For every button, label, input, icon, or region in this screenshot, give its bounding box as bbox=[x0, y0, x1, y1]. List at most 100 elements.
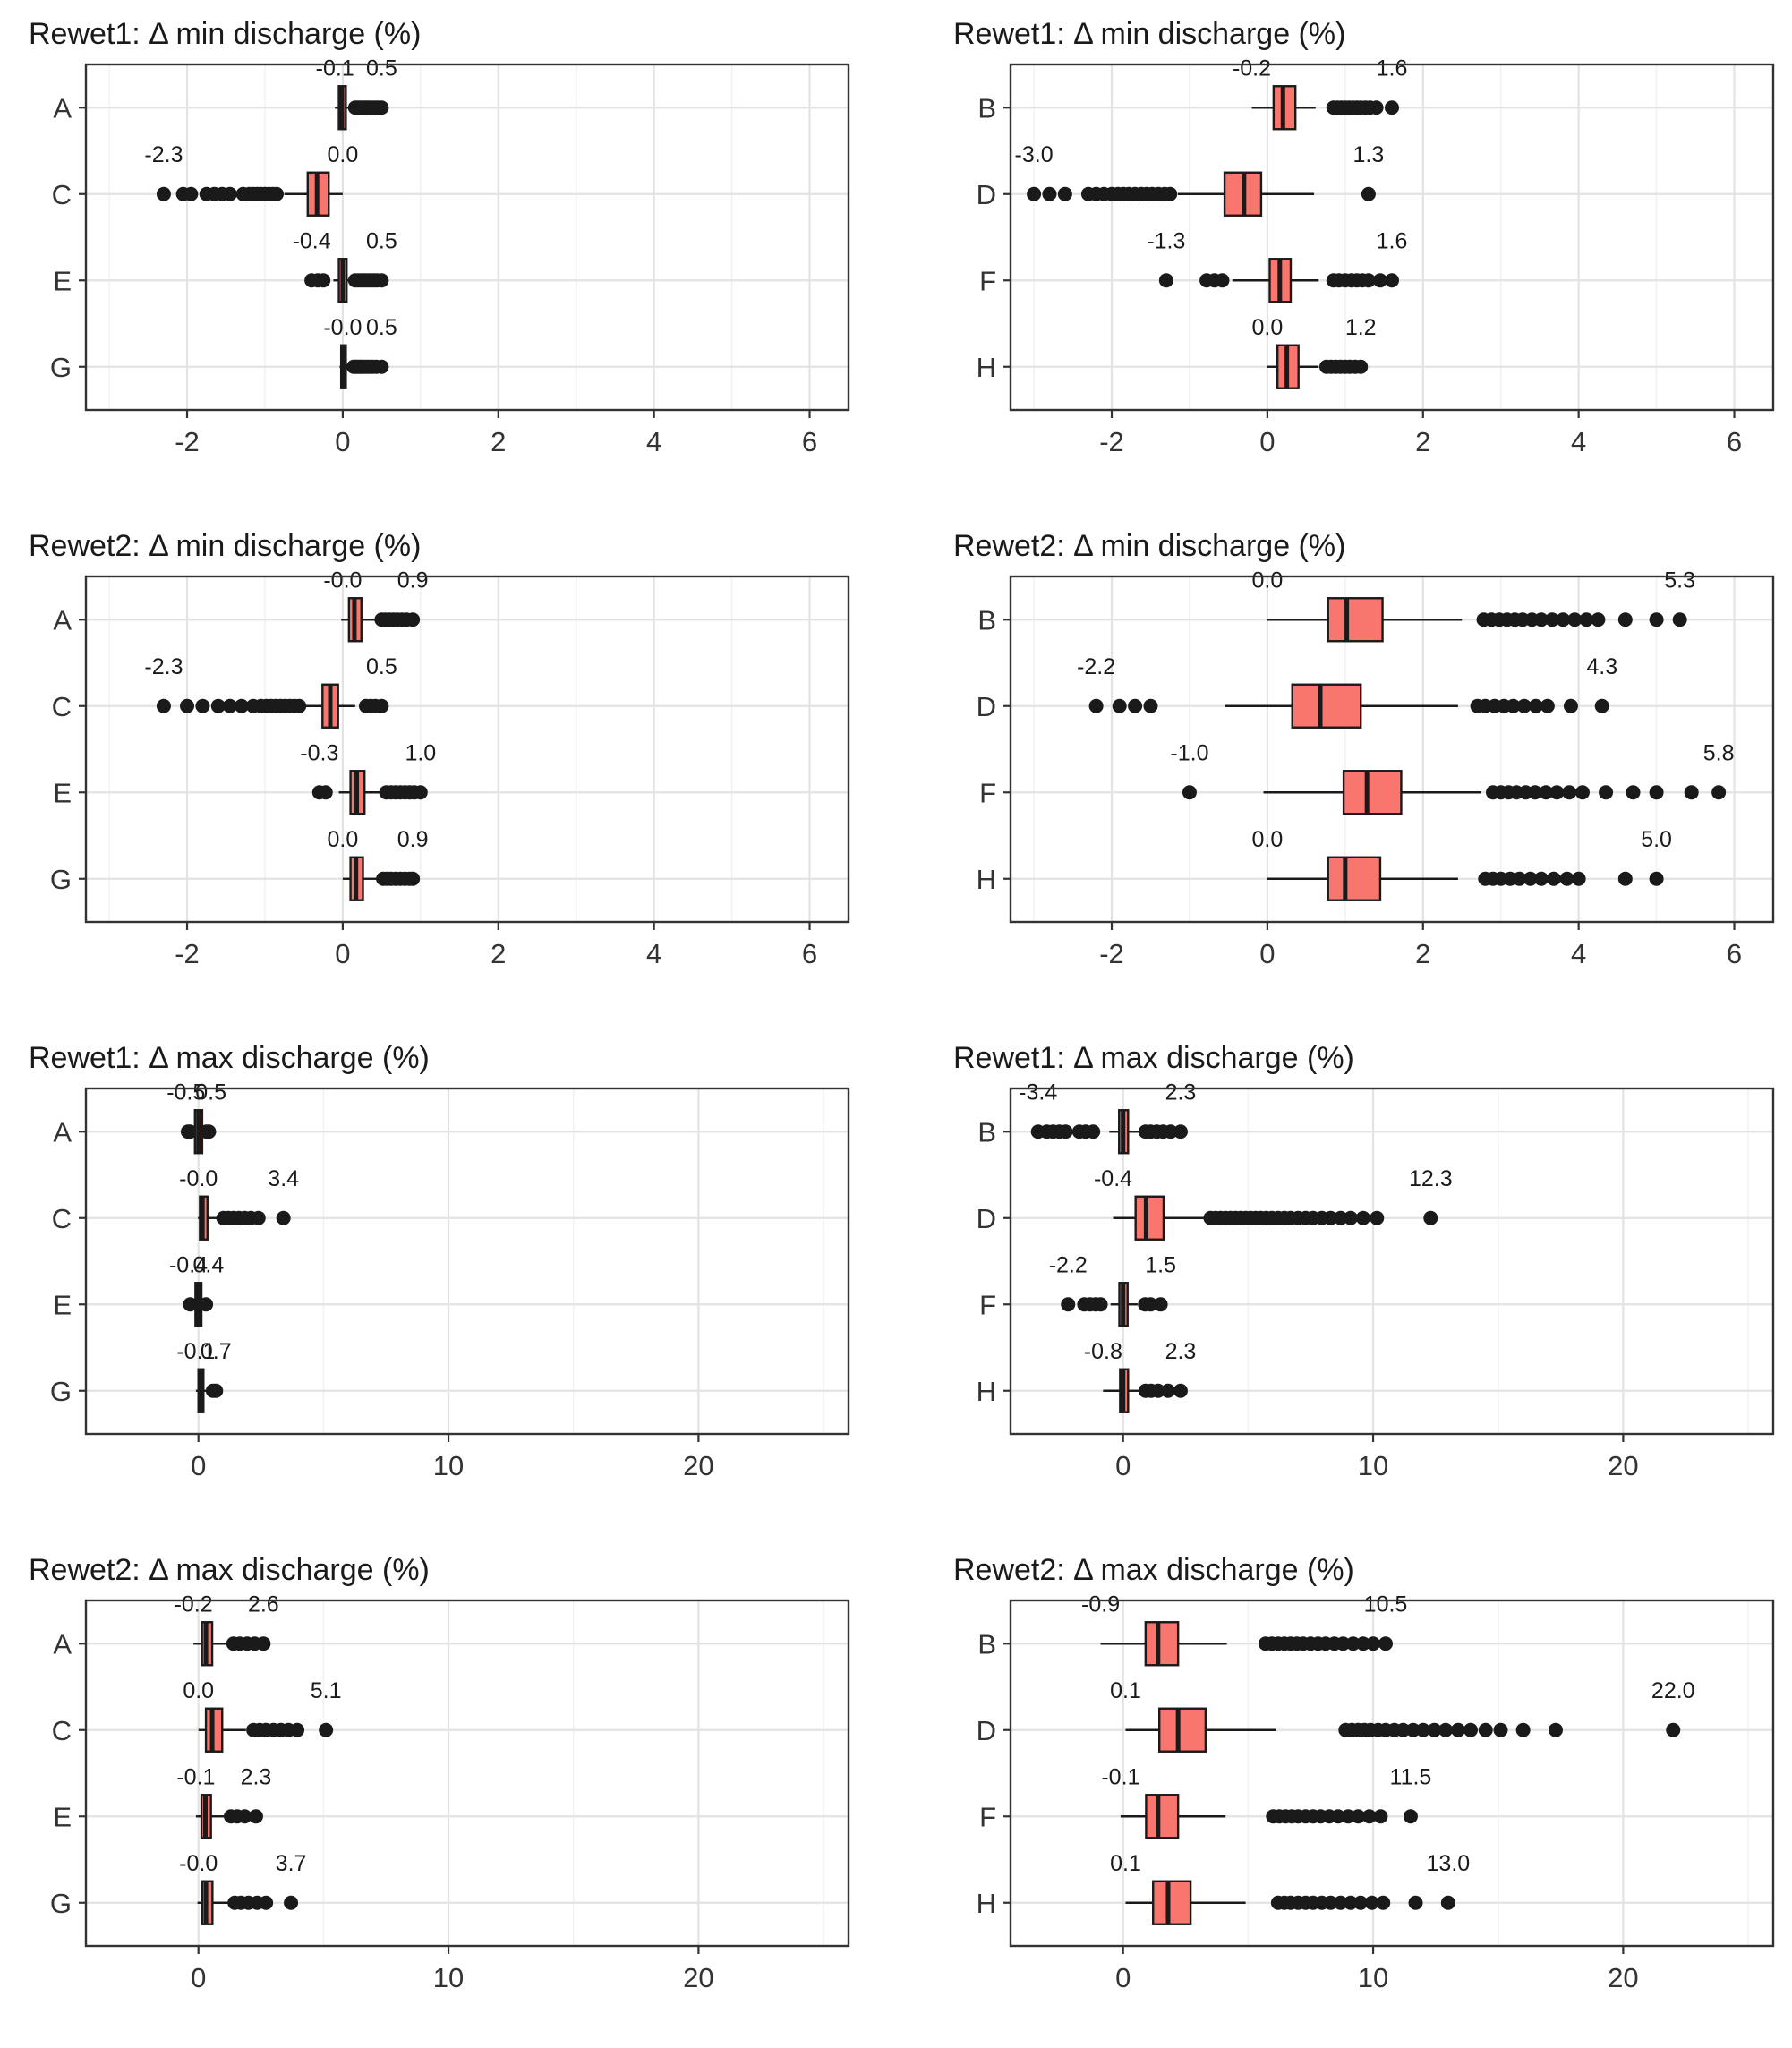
panel-background bbox=[1011, 576, 1773, 922]
y-axis-category-label: A bbox=[53, 1628, 72, 1660]
box bbox=[1152, 1880, 1192, 1925]
outlier-point bbox=[1355, 1210, 1370, 1225]
min-value-label: 0.0 bbox=[1252, 315, 1284, 340]
panel-background bbox=[1011, 1088, 1773, 1434]
box bbox=[1291, 683, 1362, 729]
outlier-point bbox=[1341, 1809, 1356, 1824]
outlier-point bbox=[1415, 1722, 1430, 1737]
outlier-point bbox=[1506, 698, 1521, 713]
boxplot-rewet1-max-bdfh: -3.4 2.3 B -0.4 12.3 D -2.2 1.5 F -0.8 2.3 H 0 10 20 bbox=[977, 1079, 1775, 1481]
panel-rewet1-min-bdfh: Rewet1: Δ min discharge (%) -0.2 1.6 B -3.0… bbox=[896, 0, 1792, 512]
x-axis-tick-label: 4 bbox=[646, 426, 661, 457]
max-value-label: 0.7 bbox=[201, 1339, 232, 1364]
outlier-point bbox=[1366, 1636, 1381, 1651]
x-axis-tick-label: 2 bbox=[1415, 938, 1430, 969]
outlier-point bbox=[1385, 273, 1399, 288]
panel-border bbox=[1009, 1599, 1775, 1948]
outlier-point bbox=[156, 698, 171, 713]
outlier-point bbox=[1567, 612, 1583, 627]
outlier-point bbox=[1549, 785, 1565, 800]
max-value-label: 1.5 bbox=[1145, 1252, 1176, 1277]
outlier-point bbox=[1427, 1722, 1442, 1737]
max-value-label: 1.2 bbox=[1345, 315, 1377, 340]
max-value-label: 5.3 bbox=[1664, 567, 1695, 593]
max-value-label: 12.3 bbox=[1409, 1166, 1453, 1191]
outlier-point bbox=[1182, 785, 1197, 800]
outlier-point bbox=[256, 1636, 271, 1651]
y-axis-category-label: B bbox=[977, 92, 996, 124]
outlier-point bbox=[1451, 1722, 1466, 1737]
outlier-point bbox=[234, 698, 249, 713]
x-axis-tick-label: 2 bbox=[491, 938, 506, 969]
max-value-label: 2.3 bbox=[1165, 1079, 1197, 1105]
y-axis-category-label: G bbox=[50, 352, 72, 383]
max-value-label: 0.5 bbox=[366, 654, 397, 679]
max-value-label: 1.6 bbox=[1377, 228, 1408, 253]
y-axis-category-label: H bbox=[977, 1888, 996, 1919]
x-axis-tick-label: -2 bbox=[175, 938, 200, 969]
outlier-point bbox=[156, 186, 171, 201]
min-value-label: -0.4 bbox=[169, 1252, 208, 1277]
boxplot-rewet2-max-bdfh: -0.9 10.5 B 0.1 22.0 D -0.1 11.5 F 0.1 13.0 H 0 10 20 bbox=[977, 1591, 1775, 1993]
outlier-point bbox=[195, 698, 210, 713]
min-value-label: -0.0 bbox=[323, 567, 362, 593]
box bbox=[1327, 856, 1382, 901]
outlier-point bbox=[1077, 1297, 1092, 1312]
outlier-point bbox=[1364, 1895, 1379, 1910]
min-value-label: -2.2 bbox=[1049, 1252, 1088, 1277]
panel-border bbox=[84, 1599, 850, 1948]
outlier-point bbox=[1158, 273, 1173, 288]
outlier-point bbox=[1423, 1210, 1438, 1225]
boxplot-rewet2-max-aceg: -0.2 2.6 A 0.0 5.1 C -0.1 2.3 E -0.0 3.7 G 0 10 20 bbox=[50, 1591, 850, 1993]
outlier-point bbox=[374, 359, 389, 374]
min-value-label: 0.1 bbox=[1110, 1678, 1141, 1703]
x-axis-tick-label: 0 bbox=[191, 1450, 206, 1481]
x-axis-tick-label: 20 bbox=[683, 1962, 713, 1993]
x-axis-tick-label: 6 bbox=[802, 426, 817, 457]
y-axis-category-label: D bbox=[977, 1715, 996, 1746]
y-axis-category-label: A bbox=[53, 1116, 72, 1148]
x-axis-tick-label: 2 bbox=[491, 426, 506, 457]
x-axis-tick-label: 10 bbox=[1358, 1450, 1388, 1481]
panel-border bbox=[84, 1087, 850, 1436]
outlier-point bbox=[1353, 1895, 1369, 1910]
x-axis-tick-label: 20 bbox=[1608, 1962, 1638, 1993]
max-value-label: 4.3 bbox=[1586, 654, 1617, 679]
outlier-point bbox=[1173, 1383, 1188, 1398]
x-axis-tick-label: 0 bbox=[1259, 426, 1275, 457]
x-axis-tick-label: 4 bbox=[1571, 938, 1586, 969]
panel-title: Rewet1: Δ min discharge (%) bbox=[29, 17, 422, 51]
outlier-point bbox=[1027, 186, 1042, 201]
y-axis-category-label: E bbox=[53, 1289, 72, 1320]
min-value-label: -0.1 bbox=[1101, 1764, 1139, 1789]
outlier-point bbox=[1088, 698, 1104, 713]
outlier-point bbox=[1591, 612, 1606, 627]
y-axis-category-label: D bbox=[977, 179, 996, 210]
outlier-point bbox=[1361, 1809, 1377, 1824]
outlier-point bbox=[1579, 612, 1594, 627]
outlier-point bbox=[1330, 1809, 1345, 1824]
outlier-point bbox=[259, 1895, 274, 1910]
max-value-label: 5.0 bbox=[1641, 827, 1672, 852]
x-axis-tick-label: 6 bbox=[1727, 426, 1742, 457]
outlier-point bbox=[1478, 1722, 1493, 1737]
outlier-point bbox=[1061, 1297, 1076, 1312]
max-value-label: 0.5 bbox=[195, 1079, 226, 1105]
panel-background bbox=[86, 64, 849, 410]
min-value-label: -0.9 bbox=[1081, 1591, 1120, 1617]
outlier-point bbox=[1385, 100, 1399, 115]
outlier-point bbox=[1649, 612, 1664, 627]
min-value-label: -0.1 bbox=[176, 1339, 215, 1364]
max-value-label: 11.5 bbox=[1390, 1764, 1432, 1789]
outlier-point bbox=[210, 698, 226, 713]
outlier-point bbox=[1361, 273, 1376, 288]
outlier-point bbox=[1372, 273, 1387, 288]
outlier-point bbox=[201, 1124, 217, 1139]
box bbox=[1342, 770, 1403, 815]
min-value-label: -0.0 bbox=[323, 315, 362, 340]
outlier-point bbox=[290, 1722, 305, 1737]
x-axis-tick-label: 6 bbox=[802, 938, 817, 969]
panel-background bbox=[1011, 64, 1773, 410]
outlier-point bbox=[1512, 871, 1527, 886]
panel-title: Rewet1: Δ max discharge (%) bbox=[29, 1041, 430, 1075]
